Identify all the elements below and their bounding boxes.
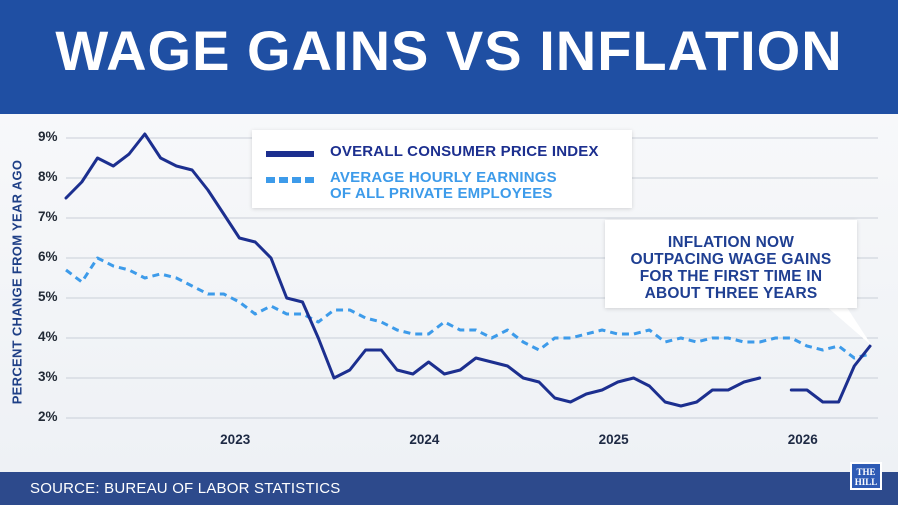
footer-bar: SOURCE: BUREAU OF LABOR STATISTICS [0,472,898,505]
legend-swatch-cpi [266,151,314,157]
annotation-callout: INFLATION NOW OUTPACING WAGE GAINS FOR T… [605,220,857,308]
y-tick-label: 5% [38,289,58,304]
y-tick-label: 6% [38,249,58,264]
annotation-pointer [826,306,872,346]
chart-legend: OVERALL CONSUMER PRICE INDEX AVERAGE HOU… [252,130,632,208]
y-tick-label: 9% [38,129,58,144]
legend-item-wages: AVERAGE HOURLY EARNINGS OF ALL PRIVATE E… [266,170,557,202]
wages-series-line [65,256,871,360]
x-tick-label: 2026 [787,432,818,447]
legend-item-cpi: OVERALL CONSUMER PRICE INDEX [266,144,599,160]
logo-line-1: THE [856,467,876,477]
y-tick-label: 2% [38,409,58,424]
legend-label-wages: AVERAGE HOURLY EARNINGS OF ALL PRIVATE E… [330,169,557,202]
source-note: SOURCE: BUREAU OF LABOR STATISTICS [30,480,341,497]
annotation-text: INFLATION NOW OUTPACING WAGE GAINS FOR T… [630,234,832,302]
y-axis-label: PERCENT CHANGE FROM YEAR AGO [9,159,25,405]
x-tick-label: 2024 [409,432,440,447]
page-title: WAGE GAINS VS INFLATION [55,19,843,82]
cpi-series-line [789,344,872,404]
y-tick-label: 8% [38,169,58,184]
legend-label-cpi: OVERALL CONSUMER PRICE INDEX [330,143,599,160]
y-tick-label: 3% [38,369,58,384]
logo-line-2: HILL [854,477,878,487]
cpi-series-line [64,132,762,408]
y-tick-label: 7% [38,209,58,224]
legend-swatch-wages [266,177,314,183]
the-hill-logo: THE HILL [850,462,882,490]
header-banner: WAGE GAINS VS INFLATION [0,0,898,114]
x-tick-label: 2023 [220,432,251,447]
x-tick-label: 2025 [598,432,629,447]
y-tick-label: 4% [38,329,58,344]
